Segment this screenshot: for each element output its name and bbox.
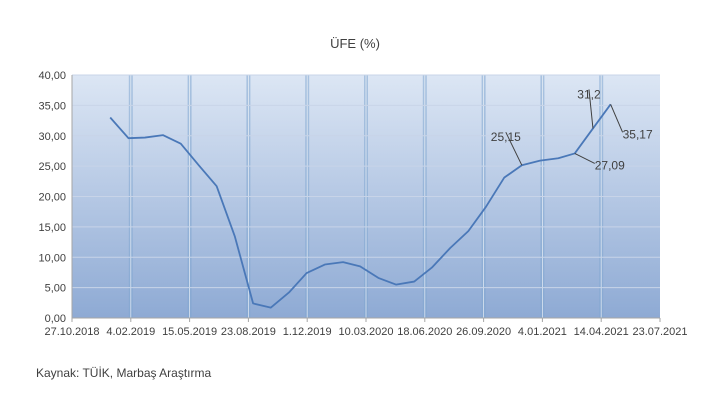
y-tick-label: 20,00 [38, 192, 66, 204]
x-tick-label: 27.10.2018 [44, 326, 99, 338]
y-tick-label: 15,00 [38, 222, 66, 234]
y-tick-label: 10,00 [38, 252, 66, 264]
chart-title: ÜFE (%) [330, 36, 380, 51]
x-tick-label: 14.04.2021 [574, 326, 629, 338]
x-axis-tick-labels: 27.10.2018 4.02.2019 15.05.2019 23.08.2019 1… [44, 318, 688, 338]
annotation-layer: 25,15 31,2 27,09 35,17 [491, 87, 653, 172]
x-tick-label: 15.05.2019 [162, 326, 217, 338]
x-tick-label: 18.06.2020 [397, 326, 452, 338]
y-tick-label: 30,00 [38, 131, 66, 143]
x-tick-label: 26.09.2020 [456, 326, 511, 338]
x-tick-label: 23.07.2021 [632, 326, 687, 338]
annotation-label: 27,09 [595, 158, 625, 172]
x-tick-label: 1.12.2019 [283, 326, 332, 338]
annotation-label: 31,2 [577, 87, 601, 101]
x-tick-label: 4.02.2019 [106, 326, 155, 338]
x-tick-label: 4.01.2021 [518, 326, 567, 338]
annotation-leader [588, 89, 594, 129]
y-tick-label: 35,00 [38, 100, 66, 112]
annotation-leader [610, 104, 624, 133]
y-axis-tick-labels: 0,00 5,00 10,00 15,00 20,00 25,00 30,00 35,00 40… [38, 70, 66, 325]
annotation-label: 25,15 [491, 130, 521, 144]
series-line [109, 103, 612, 309]
y-tick-label: 0,00 [45, 313, 66, 325]
y-tick-label: 40,00 [38, 70, 66, 82]
x-tick-label: 23.08.2019 [221, 326, 276, 338]
y-tick-label: 5,00 [45, 283, 66, 295]
source-note: Kaynak: TÜİK, Marbaş Araştırma [36, 366, 212, 380]
x-tick-label: 10.03.2020 [338, 326, 393, 338]
annotation-leader [574, 152, 595, 164]
series-layer [109, 103, 612, 309]
annotation-leader [505, 131, 523, 166]
annotation-label: 35,17 [623, 127, 653, 141]
horizontal-gridlines [72, 74, 660, 289]
y-tick-label: 25,00 [38, 161, 66, 173]
